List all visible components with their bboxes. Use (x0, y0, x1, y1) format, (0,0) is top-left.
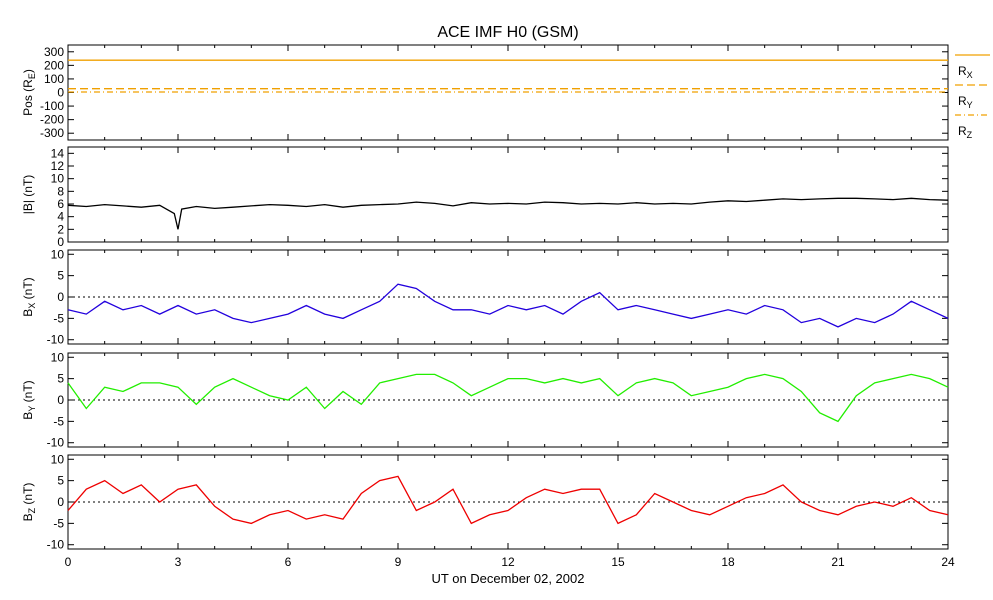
y-tick-label: -10 (47, 436, 65, 450)
legend-entry: RZ (958, 124, 973, 140)
panel-bx: -10 -5 0 5 10 BX (nT) (21, 247, 949, 347)
y-tick-label: -200 (40, 113, 64, 127)
panel-frame (67, 146, 949, 243)
y-tick-label: 5 (57, 372, 64, 386)
y-tick-label: 10 (51, 350, 65, 364)
y-tick-label: 300 (44, 45, 64, 59)
x-tick-label: 6 (285, 555, 292, 569)
y-tick-label: 10 (51, 172, 65, 186)
series-line-b (67, 197, 949, 230)
y-tick-label: -5 (53, 311, 64, 325)
y-axis-label: Pos (RE) (21, 69, 37, 116)
series-line-bx (67, 283, 949, 328)
y-tick-label: -10 (47, 538, 65, 552)
y-tick-label: 0 (57, 235, 64, 249)
y-tick-label: 5 (57, 474, 64, 488)
y-tick-label: 100 (44, 72, 64, 86)
legend-entry: RX (958, 64, 973, 80)
y-tick-label: 0 (57, 290, 64, 304)
y-tick-label: 0 (57, 495, 64, 509)
y-tick-label: 0 (57, 86, 64, 100)
x-tick-label: 9 (395, 555, 402, 569)
y-tick-label: -300 (40, 126, 64, 140)
x-tick-label: 18 (721, 555, 735, 569)
y-axis-label: BY (nT) (21, 380, 37, 419)
y-tick-label: 8 (57, 184, 64, 198)
y-tick-label: 10 (51, 247, 65, 261)
y-axis-label: BX (nT) (21, 277, 37, 316)
series-line-bz (67, 475, 949, 525)
x-tick-label: 3 (175, 555, 182, 569)
y-tick-label: -5 (53, 414, 64, 428)
x-axis-label: UT on December 02, 2002 (432, 571, 585, 586)
legend-entry: RY (958, 94, 973, 110)
panel-by: -10 -5 0 5 10 BY (nT) (21, 350, 949, 450)
y-tick-label: 6 (57, 197, 64, 211)
panel-bz: -10 -5 0 5 10 BZ (nT) (21, 452, 949, 552)
x-tick-label: 0 (65, 555, 72, 569)
y-tick-label: 2 (57, 222, 64, 236)
y-tick-label: -5 (53, 516, 64, 530)
y-tick-label: 10 (51, 452, 65, 466)
y-tick-label: 200 (44, 58, 64, 72)
chart-title: ACE IMF H0 (GSM) (437, 24, 578, 41)
y-tick-label: 0 (57, 393, 64, 407)
x-tick-label: 24 (941, 555, 955, 569)
y-axis-label: BZ (nT) (21, 483, 37, 522)
y-tick-label: 12 (51, 159, 65, 173)
x-tick-label: 12 (501, 555, 515, 569)
y-tick-label: 5 (57, 269, 64, 283)
series-line-by (67, 373, 949, 423)
y-axis-label: |B| (nT) (21, 175, 35, 215)
y-tick-label: -100 (40, 99, 64, 113)
x-tick-label: 15 (611, 555, 625, 569)
y-tick-label: -10 (47, 333, 65, 347)
x-tick-label: 21 (831, 555, 845, 569)
y-tick-label: 14 (51, 146, 65, 160)
y-tick-label: 4 (57, 210, 64, 224)
